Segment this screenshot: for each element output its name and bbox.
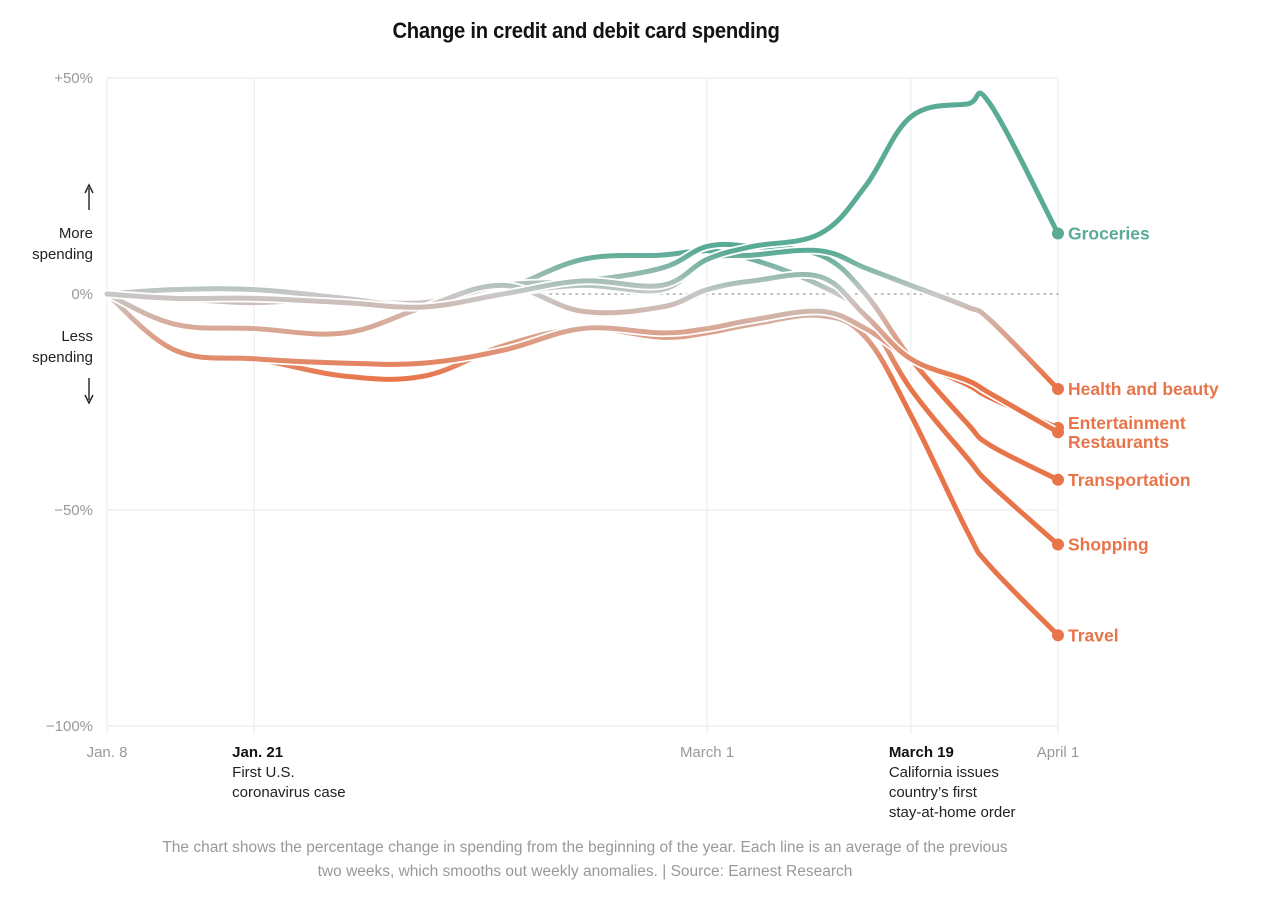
series-line [104,291,1061,638]
more-spending-label: More [59,225,93,242]
y-axis: +50% 0% −50% −100% [46,70,93,735]
series-end-dot [1052,426,1064,439]
end-labels: Groceries Health and beauty EntertainmentR… [1068,224,1219,646]
x-tick-label: April 1 [1037,744,1080,761]
y-tick-label: −100% [46,718,93,735]
annotation-date: March 19 [889,744,954,761]
series-end-dot [1052,629,1064,642]
series-end-dot [1052,538,1064,551]
series-line [104,271,1061,435]
x-tick-label: March 1 [680,744,734,761]
series-lines [102,88,1064,642]
series-end-dot [1052,473,1064,486]
end-label-entertainment: Entertainment [1068,413,1186,433]
end-label-shopping: Shopping [1068,535,1149,555]
down-arrowhead-icon [84,394,94,405]
y-tick-label: +50% [54,70,93,87]
annotation-text: stay-at-home order [889,804,1016,821]
series-groceries [102,88,1064,312]
end-label-groceries: Groceries [1068,224,1150,244]
annotations: Jan. 21 First U.S. coronavirus case March 1… [232,744,1015,821]
event-annotation: March 19 California issues country’s first… [889,744,1016,821]
annotation-text: First U.S. [232,764,295,781]
up-arrowhead-icon [84,183,94,194]
series-end-dot [1052,227,1064,240]
y-tick-label: 0% [71,286,93,303]
series-line-halo [102,88,1063,312]
series-travel [102,289,1064,642]
series-entertainment [102,270,1064,439]
grid-lines [106,77,1059,734]
annotation-text: coronavirus case [232,784,345,801]
less-spending-label: Less [61,328,93,345]
series-end-dot [1052,383,1064,396]
more-spending-label: spending [32,246,93,263]
x-axis: Jan. 8 March 1 April 1 [87,744,1080,761]
end-label-transportation: Transportation [1068,470,1191,490]
x-tick-label: Jan. 8 [87,744,128,761]
event-annotation: Jan. 21 First U.S. coronavirus case [232,744,345,801]
annotation-text: country’s first [889,784,978,801]
y-tick-label: −50% [54,502,93,519]
end-label-health-and-beauty: Health and beauty [1068,379,1219,399]
chart-title: Change in credit and debit card spending [392,18,780,43]
series-line-halo [102,289,1063,640]
annotation-date: Jan. 21 [232,744,283,761]
annotation-text: California issues [889,764,999,781]
less-spending-label: spending [32,349,93,366]
end-label-restaurants: Restaurants [1068,432,1169,452]
chart-note: The chart shows the percentage change in… [162,839,1008,880]
direction-labels: More spending Less spending [32,183,94,405]
end-label-travel: Travel [1068,625,1119,645]
series-line [104,90,1061,310]
